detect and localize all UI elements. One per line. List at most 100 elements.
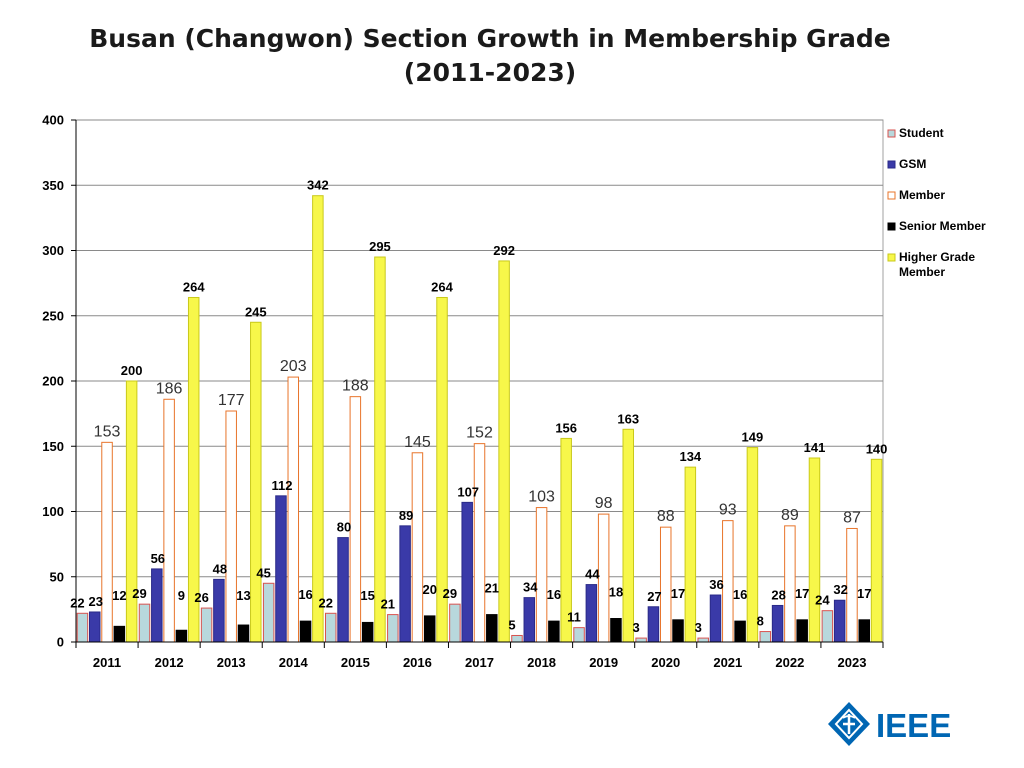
x-tick-label: 2014 <box>279 655 309 670</box>
bar-student <box>200 607 213 643</box>
data-label: 36 <box>709 577 723 592</box>
data-label: 29 <box>132 586 146 601</box>
y-tick-label: 250 <box>42 308 64 323</box>
data-label: 24 <box>815 593 830 608</box>
bar-member <box>101 441 113 643</box>
data-label: 44 <box>585 567 600 582</box>
bar-senior-member <box>361 621 374 643</box>
bar-gsm <box>275 495 287 643</box>
bar-senior-member <box>858 619 871 643</box>
legend-entry: Member <box>887 188 945 202</box>
legend-swatch <box>887 253 896 262</box>
data-label: 107 <box>457 484 479 499</box>
bar-gsm <box>647 606 660 643</box>
x-tick-label: 2013 <box>217 655 246 670</box>
y-tick-label: 0 <box>57 635 64 650</box>
data-label: 177 <box>218 392 245 409</box>
data-label: 9 <box>178 588 185 603</box>
bar-higher-grade-member <box>808 457 821 643</box>
data-labels: 22 23153122002956186926426481771324545112… <box>70 178 887 635</box>
data-label: 32 <box>833 582 847 597</box>
data-label: 152 <box>466 425 493 442</box>
data-label: 8 <box>757 614 764 629</box>
bar-gsm <box>151 568 163 643</box>
data-label: 56 <box>151 551 165 566</box>
data-label: 5 <box>508 617 515 632</box>
chart-title: Busan (Changwon) Section Growth in Membe… <box>40 22 940 90</box>
x-tick-label: 2011 <box>93 655 121 670</box>
data-label: 16 <box>547 587 561 602</box>
data-label: 3 <box>695 620 702 635</box>
data-label: 48 <box>213 561 227 576</box>
bar-senior-member <box>672 619 684 643</box>
data-label: 89 <box>781 507 799 524</box>
bar-higher-grade-member <box>684 466 697 643</box>
bar-student <box>759 631 772 643</box>
data-label: 3 <box>633 620 640 635</box>
data-label: 12 <box>112 588 126 603</box>
data-label: 156 <box>555 420 577 435</box>
bar-student <box>573 627 585 643</box>
data-label: 16 <box>733 587 747 602</box>
ieee-wordmark: IEEE <box>876 707 951 744</box>
data-label: 16 <box>298 587 312 602</box>
data-label: 22 <box>70 595 84 610</box>
data-label: 186 <box>156 380 183 397</box>
data-label: 17 <box>795 586 809 601</box>
bar-gsm <box>337 537 349 643</box>
bar-member <box>473 443 486 643</box>
bar-student <box>697 637 709 643</box>
bar-member <box>225 410 237 643</box>
bar-senior-member <box>610 618 622 643</box>
legend-entry: Senior Member <box>887 219 986 233</box>
data-label: 28 <box>771 587 785 602</box>
bar-gsm <box>213 578 225 643</box>
bar-gsm <box>523 597 536 643</box>
x-tick-label: 2017 <box>465 655 494 670</box>
x-tick-label: 2023 <box>838 655 867 670</box>
legend: Student GSM Member Senior Member Higher Grad… <box>887 126 986 279</box>
data-label: 34 <box>523 580 538 595</box>
data-label: 21 <box>485 581 499 596</box>
data-label: 45 <box>256 565 270 580</box>
x-tick-label: 2015 <box>341 655 370 670</box>
bar-member <box>535 507 548 643</box>
data-label: 153 <box>94 423 121 440</box>
data-label: 80 <box>337 520 351 535</box>
ieee-logo: IEEE <box>828 702 951 746</box>
bar-chart: 22 23153122002956186926426481771324545112… <box>42 113 986 671</box>
data-label: 17 <box>671 586 685 601</box>
data-label: 26 <box>194 590 208 605</box>
bar-student <box>821 610 834 643</box>
bar-member <box>287 376 300 643</box>
data-label: 15 <box>360 588 374 603</box>
bar-student <box>635 637 647 643</box>
bar-senior-member <box>113 625 126 643</box>
legend-swatch <box>887 191 896 200</box>
bar-student <box>324 612 337 643</box>
data-label: 21 <box>381 597 395 612</box>
legend-swatch <box>887 129 896 138</box>
bar-member <box>349 396 362 643</box>
bar-gsm <box>399 525 411 643</box>
bar-member <box>784 525 796 643</box>
data-label: 112 <box>271 478 292 493</box>
x-tick-label: 2012 <box>155 655 184 670</box>
bar-higher-grade-member <box>870 458 883 643</box>
bar-higher-grade-member <box>374 256 386 643</box>
bar-member <box>659 526 672 643</box>
data-label: 163 <box>617 411 639 426</box>
bar-member <box>722 520 734 643</box>
data-label: 149 <box>742 430 764 445</box>
y-tick-label: 350 <box>42 178 64 193</box>
legend-label: Student <box>899 126 944 140</box>
data-label: 203 <box>280 358 307 375</box>
bar-gsm <box>461 501 473 643</box>
y-tick-label: 150 <box>42 439 64 454</box>
y-tick-label: 200 <box>42 374 64 389</box>
bar-senior-member <box>548 620 560 643</box>
data-label: 11 <box>567 610 581 625</box>
x-tick-label: 2022 <box>775 655 804 670</box>
legend-swatch <box>887 160 896 169</box>
data-label: 342 <box>307 178 329 193</box>
